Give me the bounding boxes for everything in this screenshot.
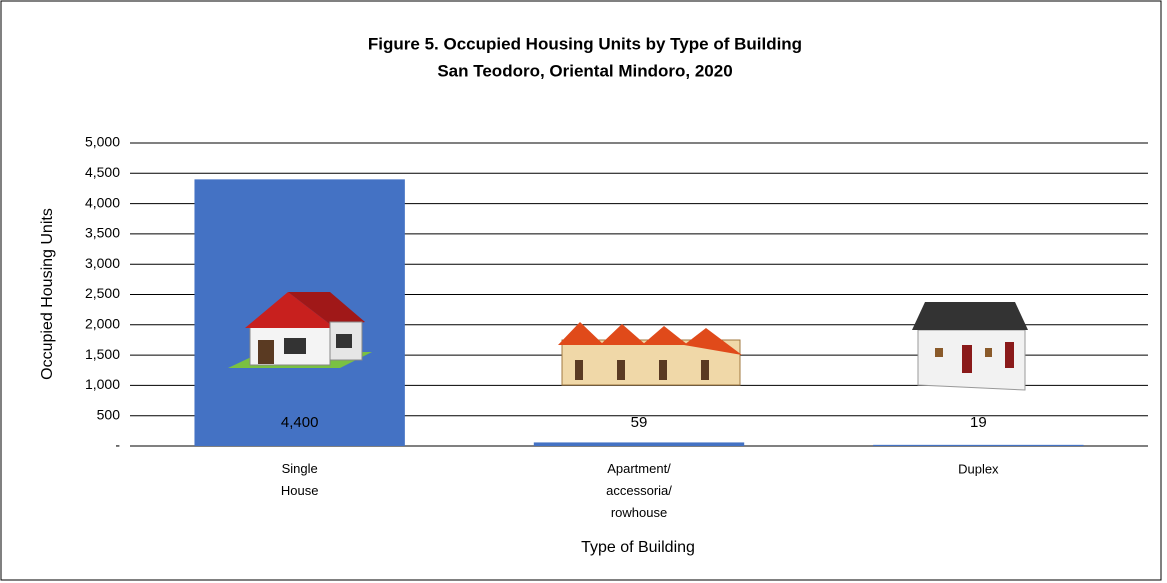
bar [534, 442, 744, 446]
y-tick-label: 1,000 [85, 376, 120, 392]
y-tick-label: 1,500 [85, 346, 120, 362]
duplex-icon [912, 302, 1028, 390]
y-tick-label: 3,000 [85, 255, 120, 271]
y-tick-label: 5,000 [85, 134, 120, 150]
value-label: 59 [631, 414, 648, 431]
chart-title: Figure 5. Occupied Housing Units by Type… [368, 34, 802, 53]
x-tick-label: Duplex [958, 461, 999, 476]
y-tick-label: 3,500 [85, 225, 120, 241]
value-label: 19 [970, 414, 987, 431]
value-label: 4,400 [281, 414, 319, 431]
y-tick-label: 2,500 [85, 285, 120, 301]
bar [873, 445, 1083, 446]
x-axis-title: Type of Building [581, 539, 695, 556]
chart-frame [1, 1, 1161, 580]
y-tick-label: - [115, 437, 120, 453]
y-tick-label: 4,500 [85, 164, 120, 180]
y-axis-title: Occupied Housing Units [39, 208, 56, 380]
chart: Figure 5. Occupied Housing Units by Type… [0, 0, 1167, 583]
x-tick-label: Apartment/accessoria/rowhouse [606, 461, 672, 520]
y-tick-label: 2,000 [85, 316, 120, 332]
y-tick-label: 4,000 [85, 194, 120, 210]
y-tick-label: 500 [97, 406, 121, 422]
chart-subtitle: San Teodoro, Oriental Mindoro, 2020 [437, 61, 732, 80]
